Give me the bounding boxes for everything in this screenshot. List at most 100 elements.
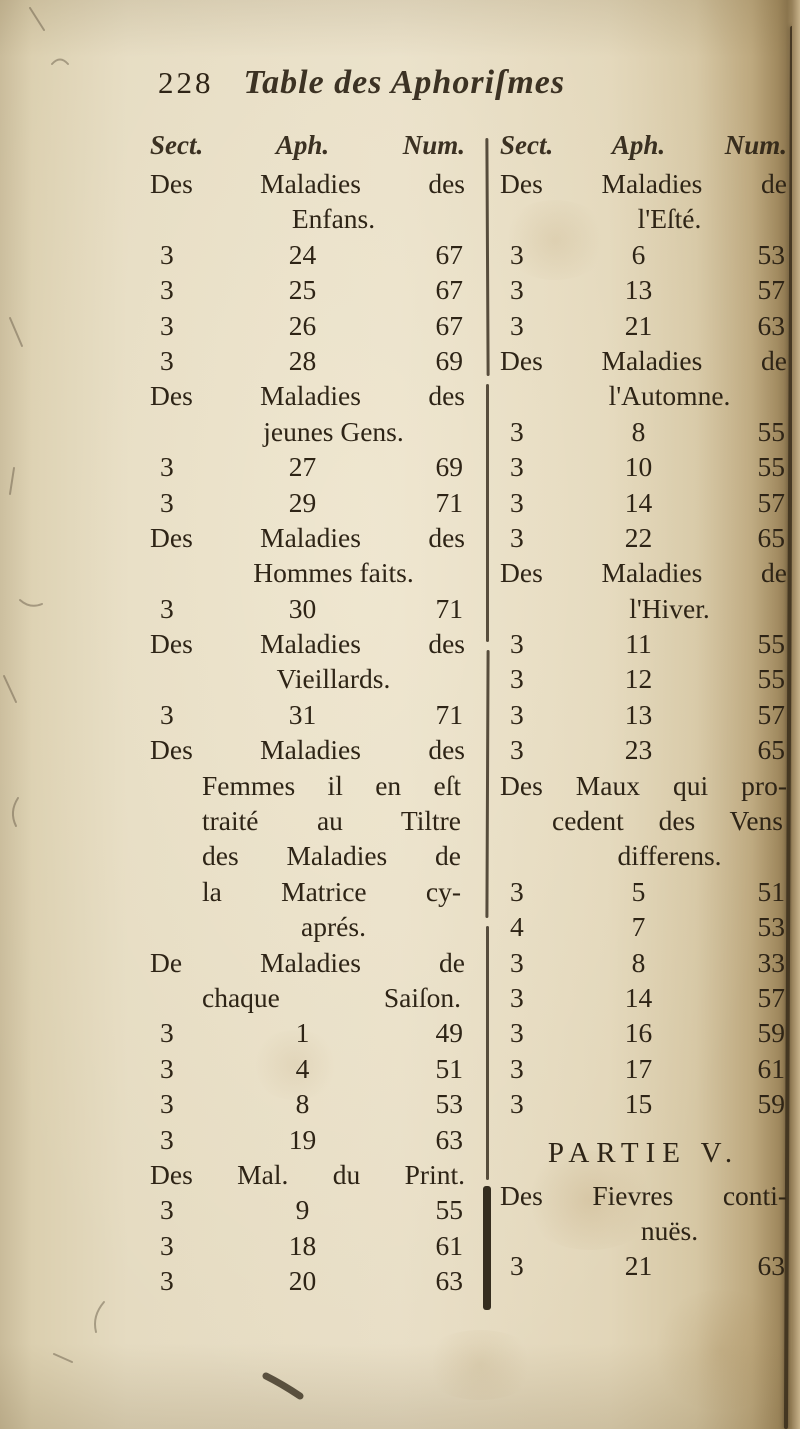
- sect-value: 3: [510, 238, 524, 270]
- table-row: 3 14 57: [500, 485, 787, 520]
- table-row: 3 15 59: [500, 1086, 787, 1121]
- table-row: 3 24 67: [150, 237, 465, 272]
- num-value: 57: [757, 698, 786, 730]
- sect-value: 3: [510, 628, 524, 660]
- section-heading-line: nuës.: [640, 1214, 699, 1246]
- section-heading-line: cedent des Vens: [552, 805, 783, 837]
- table-row: 3 21 63: [500, 308, 787, 343]
- num-value: 71: [435, 698, 464, 730]
- column-divider-segment: [485, 649, 490, 919]
- section-heading-line: l'Eſté.: [637, 203, 702, 235]
- table-row: 3 5 51: [500, 874, 787, 909]
- margin-mark: [19, 599, 43, 607]
- num-value: 61: [757, 1052, 786, 1084]
- aph-value: 31: [288, 698, 317, 730]
- aph-value: 27: [288, 451, 317, 483]
- header-sect: Sect.: [500, 130, 554, 160]
- section-heading-line: Des Maladies de: [500, 344, 787, 376]
- column-divider-segment: [485, 137, 490, 377]
- paper-stain: [420, 1330, 540, 1400]
- column-header: Sect. Aph. Num.: [500, 124, 787, 166]
- aph-value: 22: [624, 521, 653, 553]
- aph-value: 26: [288, 309, 317, 341]
- page-number: 228: [158, 65, 214, 100]
- margin-mark: [29, 7, 45, 31]
- num-value: 67: [435, 274, 464, 306]
- margin-mark: [53, 1353, 73, 1363]
- header-sect: Sect.: [150, 130, 204, 160]
- num-value: 33: [757, 946, 786, 978]
- table-row: 3 16 59: [500, 1015, 787, 1050]
- section-heading-line: Vieillards.: [276, 663, 391, 695]
- page-edge-strip: [792, 0, 800, 1429]
- num-value: 51: [757, 875, 786, 907]
- section-heading-line: Des Maladies des: [150, 521, 465, 553]
- left-column: Sect. Aph. Num. Des Maladies des Enfans. 3…: [150, 124, 465, 1299]
- sect-value: 3: [510, 875, 524, 907]
- aph-value: 6: [631, 238, 646, 270]
- num-value: 63: [757, 1250, 786, 1282]
- column-header: Sect. Aph. Num.: [150, 124, 465, 166]
- num-value: 57: [757, 981, 786, 1013]
- aph-value: 13: [624, 274, 653, 306]
- sect-value: 3: [160, 1265, 174, 1297]
- table-row: 3 17 61: [500, 1051, 787, 1086]
- section-heading-line: Des Fievres conti-: [500, 1179, 787, 1211]
- sect-value: 3: [510, 486, 524, 518]
- sect-value: 3: [510, 698, 524, 730]
- aph-value: 24: [288, 238, 317, 270]
- aph-value: 21: [624, 309, 653, 341]
- sect-value: 3: [510, 734, 524, 766]
- table-row: 3 25 67: [150, 272, 465, 307]
- sect-value: 3: [510, 451, 524, 483]
- num-value: 53: [757, 238, 786, 270]
- header-num: Num.: [724, 130, 787, 160]
- num-value: 63: [757, 309, 786, 341]
- section-heading-line: Des Maladies des: [150, 168, 465, 199]
- num-value: 67: [435, 238, 464, 270]
- sect-value: 3: [160, 274, 174, 306]
- sect-value: 3: [160, 1123, 174, 1155]
- table-row: 3 31 71: [150, 697, 465, 732]
- aph-value: 8: [631, 946, 646, 978]
- num-value: 53: [757, 911, 786, 943]
- table-row: 3 10 55: [500, 449, 787, 484]
- aph-value: 16: [624, 1017, 653, 1049]
- table-row: 3 9 55: [150, 1192, 465, 1227]
- section-heading-line: Enfans.: [291, 203, 376, 235]
- sect-value: 3: [160, 1194, 174, 1226]
- num-value: 55: [757, 628, 786, 660]
- aph-value: 30: [288, 592, 317, 624]
- running-head: 228 Table des Aphoriſmes: [158, 64, 565, 102]
- aph-value: 25: [288, 274, 317, 306]
- sect-value: 3: [510, 1052, 524, 1084]
- margin-mark: [12, 797, 19, 827]
- aph-value: 21: [624, 1250, 653, 1282]
- num-value: 71: [435, 486, 464, 518]
- num-value: 51: [435, 1052, 464, 1084]
- num-value: 61: [435, 1229, 464, 1261]
- sect-value: 4: [510, 911, 524, 943]
- sect-value: 3: [510, 1088, 524, 1120]
- sect-value: 3: [160, 1017, 174, 1049]
- num-value: 65: [757, 734, 786, 766]
- margin-mark: [3, 675, 17, 703]
- table-row: 3 4 51: [150, 1051, 465, 1086]
- num-value: 57: [757, 486, 786, 518]
- right-column: Sect. Aph. Num. Des Maladies de l'Eſté. 3 6…: [500, 124, 787, 1284]
- section-heading-line: chaque Saiſon.: [202, 981, 461, 1013]
- paper-stain: [650, 1290, 790, 1410]
- sect-value: 3: [510, 521, 524, 553]
- table-row: 3 14 57: [500, 980, 787, 1015]
- aph-value: 8: [295, 1088, 310, 1120]
- num-value: 59: [757, 1088, 786, 1120]
- table-row: 3 1 49: [150, 1015, 465, 1050]
- section-heading-line: l'Automne.: [608, 380, 731, 412]
- sect-value: 3: [510, 946, 524, 978]
- num-value: 55: [757, 663, 786, 695]
- aph-value: 10: [624, 451, 653, 483]
- num-value: 49: [435, 1017, 464, 1049]
- num-value: 69: [435, 344, 464, 376]
- aph-value: 9: [295, 1194, 310, 1226]
- section-heading-line: la Matrice cy-: [202, 875, 461, 907]
